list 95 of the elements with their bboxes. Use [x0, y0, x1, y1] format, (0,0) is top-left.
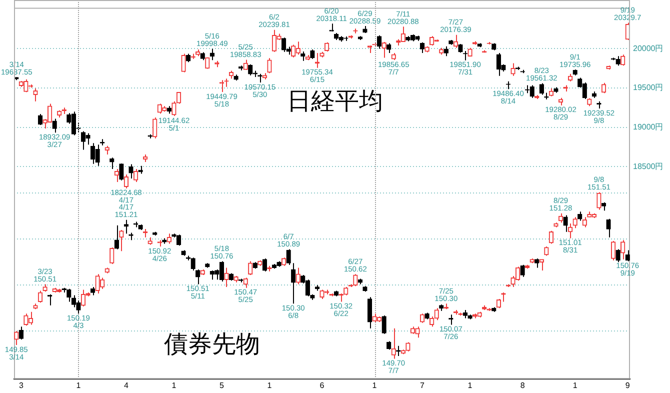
- candlestick: [33, 88, 38, 102]
- candlestick: [606, 218, 611, 238]
- candlestick: [152, 117, 158, 139]
- x-tick-label: 6: [320, 381, 325, 390]
- candlestick: [582, 216, 587, 228]
- candlestick: [578, 211, 582, 222]
- x-tick-label: 9: [625, 381, 630, 390]
- candlestick: [196, 269, 200, 285]
- candlestick: [80, 289, 86, 307]
- candlestick: [190, 257, 196, 271]
- candlestick: [248, 64, 253, 76]
- candlestick: [400, 26, 406, 43]
- candlestick: [620, 240, 626, 260]
- candlestick: [496, 52, 502, 76]
- candlestick: [310, 48, 315, 60]
- candlestick: [582, 82, 587, 100]
- series-label: 債券先物: [164, 330, 260, 358]
- x-tick-label: 1: [76, 381, 82, 390]
- candlestick: [382, 315, 386, 334]
- candlestick: [616, 248, 620, 263]
- x-tick-label: 1: [468, 381, 473, 390]
- candlestick: [176, 234, 182, 246]
- candlestick: [272, 29, 277, 52]
- candlestick: [119, 163, 124, 181]
- candlestick: [286, 248, 291, 266]
- x-tick-label: 3: [18, 381, 24, 390]
- candlestick: [386, 42, 392, 54]
- candlestick: [391, 328, 396, 360]
- x-tick-label: 1: [172, 381, 177, 390]
- candlestick: [625, 22, 630, 41]
- candlestick: [382, 42, 386, 58]
- y-tick-label: 20000円: [633, 44, 664, 53]
- candlestick: [572, 216, 578, 229]
- candlestick: [210, 48, 214, 61]
- candlestick: [110, 246, 114, 265]
- candlestick: [281, 37, 286, 52]
- candlestick: [38, 290, 43, 304]
- y-tick-label: 18500円: [633, 162, 664, 171]
- candlestick: [133, 168, 138, 182]
- y-tick-label: 19500円: [633, 83, 664, 92]
- candlestick: [406, 342, 410, 352]
- candlestick: [18, 326, 24, 340]
- candlestick: [38, 113, 43, 126]
- candlestick: [243, 277, 248, 288]
- x-tick-label: 1: [572, 381, 578, 390]
- x-tick-label: 8: [520, 381, 526, 390]
- candlestick: [71, 111, 76, 136]
- series-label: 日経平均: [287, 87, 383, 116]
- candlestick: [520, 264, 525, 278]
- candlestick: [610, 240, 616, 261]
- candlestick: [181, 53, 186, 73]
- candlestick: [430, 36, 434, 46]
- candlestick: [90, 142, 96, 164]
- candlestick: [300, 50, 306, 62]
- candlestick: [267, 58, 272, 74]
- candlestick: [119, 229, 124, 252]
- candlestick: [420, 42, 425, 54]
- candlestick: [291, 44, 296, 58]
- candlestick: [563, 214, 568, 232]
- candlestick: [544, 246, 549, 256]
- x-tick-label: 5: [219, 381, 224, 390]
- candlestick: [128, 164, 134, 179]
- candlestick: [376, 34, 382, 50]
- candlestick: [124, 174, 129, 189]
- candlestick: [52, 118, 57, 134]
- candlestick: [510, 62, 516, 76]
- candlestick: [248, 260, 253, 276]
- candlestick: [620, 54, 626, 66]
- candlestick: [324, 42, 330, 52]
- y-tick-label: 19000円: [633, 122, 664, 132]
- candlestick: [534, 258, 540, 268]
- candlestick: [420, 313, 425, 324]
- candlestick: [596, 192, 602, 210]
- candlestick: [530, 84, 534, 98]
- candlestick: [296, 41, 300, 56]
- candlestick: [224, 267, 229, 288]
- candlestick: [262, 258, 268, 272]
- candlestick: [110, 157, 114, 170]
- candlestick: [219, 260, 224, 282]
- candlestick: [539, 82, 544, 96]
- x-tick-label: 1: [372, 381, 378, 390]
- x-tick-label: 7: [420, 381, 426, 390]
- candlestick: [291, 262, 296, 304]
- x-tick-label: 4: [124, 381, 129, 390]
- candlestick: [14, 330, 19, 346]
- candlestick: [601, 82, 606, 94]
- candlestick: [548, 230, 554, 244]
- candlestick: [166, 233, 172, 244]
- candlestick: [625, 250, 630, 262]
- x-tick-label: 1: [267, 381, 272, 390]
- candlestick: [80, 130, 86, 150]
- candlestick: [496, 298, 502, 309]
- candlestick: [367, 296, 372, 329]
- candlestick: [305, 279, 310, 297]
- candlestick: [396, 345, 401, 357]
